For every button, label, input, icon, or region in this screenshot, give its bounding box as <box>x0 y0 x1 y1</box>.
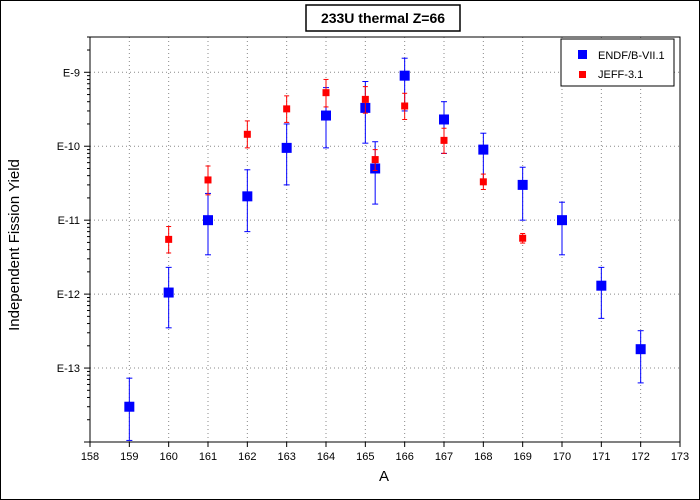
chart-title-border <box>305 4 461 32</box>
data-point <box>401 102 409 110</box>
legend-box <box>560 38 675 87</box>
data-point <box>281 142 292 153</box>
y-tick-label: E-10 <box>57 141 80 153</box>
data-point <box>635 344 646 355</box>
legend-swatch-jeff <box>579 71 586 78</box>
grid <box>90 37 680 442</box>
x-tick-label: 161 <box>199 451 217 463</box>
data-series <box>124 57 646 441</box>
legend: ENDF/B-VII.1 JEFF-3.1 <box>560 38 675 87</box>
y-axis-title: Independent Fission Yield <box>6 159 23 331</box>
data-point <box>322 89 330 97</box>
data-point <box>479 178 487 186</box>
y-tick-label: E-13 <box>57 363 80 375</box>
data-point <box>204 176 212 184</box>
x-tick-label: 160 <box>159 451 177 463</box>
data-point <box>557 215 567 226</box>
data-point <box>399 70 410 81</box>
series-jeff <box>165 78 527 254</box>
x-tick-label: 165 <box>356 451 374 463</box>
chart-title-box: 233U thermal Z=66 <box>305 4 461 32</box>
x-axis-title: A <box>379 468 389 485</box>
data-point <box>371 156 379 164</box>
x-tick-label: 170 <box>553 451 571 463</box>
y-tick-label: E-12 <box>57 289 80 301</box>
x-tick-label: 159 <box>120 451 138 463</box>
legend-label-jeff: JEFF-3.1 <box>598 69 643 81</box>
axes <box>84 36 681 447</box>
x-tick-label: 164 <box>317 451 335 463</box>
plot-border <box>89 36 681 443</box>
data-point <box>283 105 291 113</box>
data-point <box>519 234 527 242</box>
data-point <box>203 215 213 226</box>
data-point <box>165 235 173 243</box>
y-tick-label: E-11 <box>58 215 80 227</box>
x-tick-label: 166 <box>395 451 413 463</box>
data-point <box>361 95 369 103</box>
data-point <box>124 401 135 412</box>
data-point <box>321 110 331 121</box>
tick-labels: 158 159 160 161 162 163 164 165 166 167 168 169 170 1… <box>57 67 689 463</box>
series-endf <box>124 57 646 441</box>
x-tick-label: 167 <box>435 451 453 463</box>
x-tick-label: 162 <box>238 451 256 463</box>
x-tick-label: 168 <box>474 451 492 463</box>
data-point <box>517 179 528 190</box>
legend-swatch-endf <box>578 50 587 59</box>
x-tick-label: 173 <box>671 451 689 463</box>
data-point <box>440 136 448 144</box>
x-tick-label: 163 <box>277 451 295 463</box>
data-point <box>596 280 607 291</box>
legend-label-endf: ENDF/B-VII.1 <box>598 50 665 62</box>
data-point <box>242 191 253 202</box>
x-tick-label: 171 <box>592 451 610 463</box>
data-point <box>439 114 449 125</box>
data-point <box>163 287 174 298</box>
x-tick-label: 172 <box>631 451 649 463</box>
y-tick-label: E-9 <box>63 67 80 79</box>
data-point <box>478 144 489 155</box>
x-tick-label: 169 <box>513 451 531 463</box>
data-point <box>243 130 251 138</box>
chart-title: 233U thermal Z=66 <box>321 10 445 26</box>
x-tick-label: 158 <box>81 451 99 463</box>
